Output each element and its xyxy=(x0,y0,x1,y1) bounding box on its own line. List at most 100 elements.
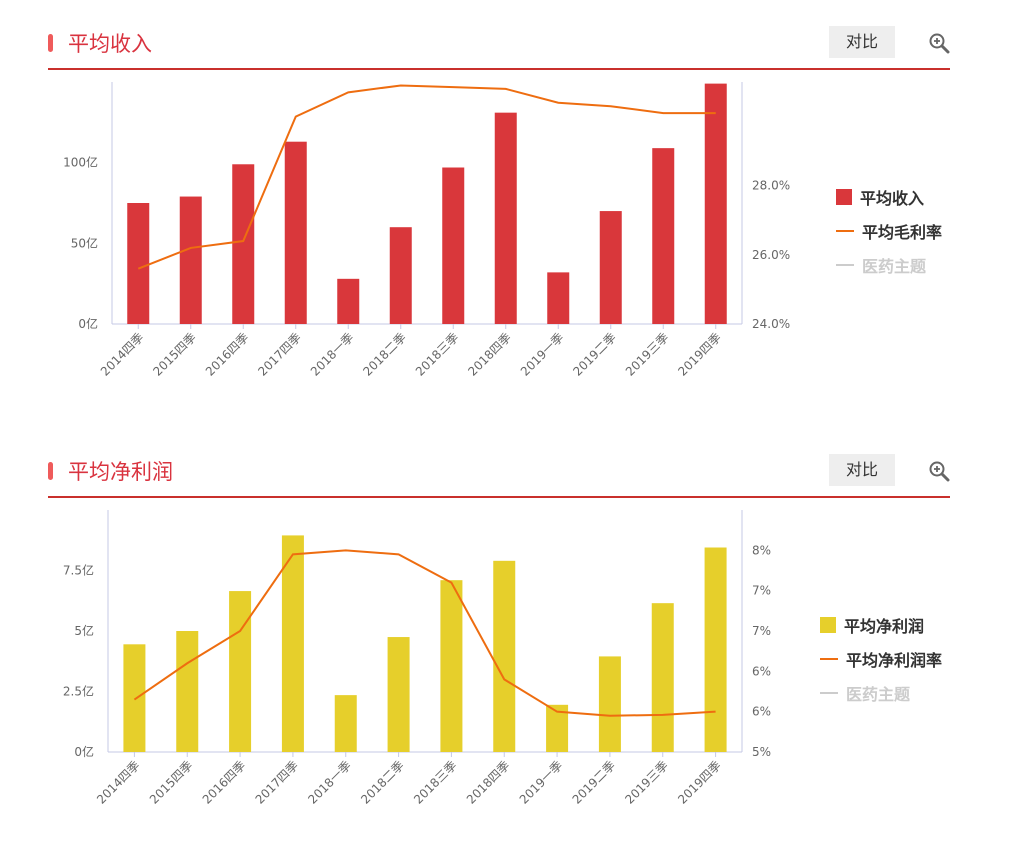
right-tick-label: 6% xyxy=(752,705,771,719)
bar xyxy=(599,211,622,324)
category-label: 2018一季 xyxy=(305,758,353,806)
legend-label: 平均收入 xyxy=(860,189,925,208)
category-label: 2019二季 xyxy=(570,330,618,378)
left-tick-label: 5亿 xyxy=(74,623,94,638)
bar xyxy=(651,603,674,752)
bar xyxy=(176,631,199,752)
right-tick-label: 28.0% xyxy=(752,179,790,193)
bar xyxy=(442,167,465,324)
right-tick-label: 6% xyxy=(752,664,771,678)
legend-label: 平均净利润 xyxy=(844,617,925,636)
left-tick-label: 0亿 xyxy=(74,744,94,759)
legend-item-pharma-theme[interactable]: 医药主题 xyxy=(820,676,942,710)
net-profit-panel: 平均净利润 对比 0亿 2.5亿 5亿 7.5亿 5% 6% 6% 7% 7% 8% 2014四季 2… xyxy=(0,428,1036,848)
category-label: 2015四季 xyxy=(147,758,195,806)
category-label: 2017四季 xyxy=(253,758,301,806)
bar xyxy=(704,547,727,752)
legend-item-pharma-theme[interactable]: 医药主题 xyxy=(836,248,942,282)
bar xyxy=(493,560,516,752)
category-label: 2018二季 xyxy=(360,330,408,378)
category-label: 2019一季 xyxy=(518,330,566,378)
bar xyxy=(494,112,517,324)
category-label: 2018三季 xyxy=(413,330,461,378)
bar xyxy=(546,704,569,752)
bar xyxy=(389,227,412,324)
bar xyxy=(284,141,307,324)
category-label: 2019四季 xyxy=(675,758,723,806)
category-label: 2018四季 xyxy=(464,758,512,806)
legend-label: 平均净利润率 xyxy=(846,651,943,670)
net-profit-chart: 0亿 2.5亿 5亿 7.5亿 5% 6% 6% 7% 7% 8% 2014四季 2015四季 2016… xyxy=(63,510,771,807)
bar xyxy=(440,580,463,752)
left-tick-label: 2.5亿 xyxy=(63,684,94,699)
category-label: 2019三季 xyxy=(622,758,670,806)
legend-label: 医药主题 xyxy=(846,685,911,704)
panel-title: 平均收入 xyxy=(68,32,152,56)
title-accent-mark xyxy=(48,462,53,480)
bar xyxy=(337,278,360,324)
category-label: 2018二季 xyxy=(358,758,406,806)
bar xyxy=(334,695,357,752)
right-tick-label: 8% xyxy=(752,543,771,557)
compare-button[interactable]: 对比 xyxy=(829,454,895,486)
panel-header: 平均收入 对比 xyxy=(48,24,950,70)
legend-item-net-margin[interactable]: 平均净利润率 xyxy=(820,642,942,676)
zoom-in-icon[interactable] xyxy=(928,32,950,54)
margin-line xyxy=(133,549,716,717)
chart-legend: 平均净利润 平均净利润率 医药主题 xyxy=(820,608,942,710)
right-tick-label: 24.0% xyxy=(752,317,790,331)
bar xyxy=(123,644,146,752)
bar xyxy=(179,196,202,324)
right-tick-label: 5% xyxy=(752,745,771,759)
legend-swatch xyxy=(836,189,852,205)
category-label: 2019一季 xyxy=(517,758,565,806)
category-label: 2018一季 xyxy=(308,330,356,378)
bar xyxy=(704,83,727,324)
legend-swatch xyxy=(836,264,854,266)
left-tick-label: 0亿 xyxy=(78,316,98,331)
panel-header: 平均净利润 对比 xyxy=(48,452,950,498)
title-accent-mark xyxy=(48,34,53,52)
category-label: 2019二季 xyxy=(570,758,618,806)
right-tick-label: 26.0% xyxy=(752,248,790,262)
left-tick-label: 50亿 xyxy=(71,235,98,250)
bar xyxy=(127,203,150,324)
bar xyxy=(387,637,410,752)
legend-label: 平均毛利率 xyxy=(862,223,943,242)
bar xyxy=(598,656,621,752)
category-label: 2014四季 xyxy=(94,758,142,806)
right-tick-label: 7% xyxy=(752,624,771,638)
category-label: 2017四季 xyxy=(255,330,303,378)
bar xyxy=(232,164,255,324)
margin-line xyxy=(137,84,716,270)
category-label: 2018四季 xyxy=(465,330,513,378)
legend-item-gross-margin[interactable]: 平均毛利率 xyxy=(836,214,942,248)
right-tick-label: 7% xyxy=(752,584,771,598)
bar xyxy=(547,272,570,324)
legend-label: 医药主题 xyxy=(862,257,927,276)
panel-title: 平均净利润 xyxy=(68,460,173,484)
left-tick-label: 100亿 xyxy=(63,155,98,170)
legend-item-net-profit[interactable]: 平均净利润 xyxy=(820,608,942,642)
bar xyxy=(652,148,675,324)
bar xyxy=(281,535,304,752)
category-label: 2015四季 xyxy=(150,330,198,378)
compare-button[interactable]: 对比 xyxy=(829,26,895,58)
legend-swatch xyxy=(836,230,854,232)
category-label: 2016四季 xyxy=(203,330,251,378)
legend-swatch xyxy=(820,692,838,694)
category-label: 2019四季 xyxy=(675,330,723,378)
legend-swatch xyxy=(820,658,838,660)
revenue-chart: 0亿 50亿 100亿 24.0% 26.0% 28.0% 2014四季 2015四季 2016… xyxy=(63,82,790,379)
category-label: 2019三季 xyxy=(623,330,671,378)
category-label: 2018三季 xyxy=(411,758,459,806)
legend-swatch xyxy=(820,617,836,633)
chart-legend: 平均收入 平均毛利率 医药主题 xyxy=(836,180,942,282)
bar xyxy=(229,591,252,752)
category-label: 2016四季 xyxy=(200,758,248,806)
zoom-in-icon[interactable] xyxy=(928,460,950,482)
left-tick-label: 7.5亿 xyxy=(63,563,94,578)
category-label: 2014四季 xyxy=(98,330,146,378)
legend-item-revenue[interactable]: 平均收入 xyxy=(836,180,942,214)
revenue-panel: 平均收入 对比 0亿 50亿 100亿 24.0% 26.0% 28.0% 2014四季 20… xyxy=(0,0,1036,420)
